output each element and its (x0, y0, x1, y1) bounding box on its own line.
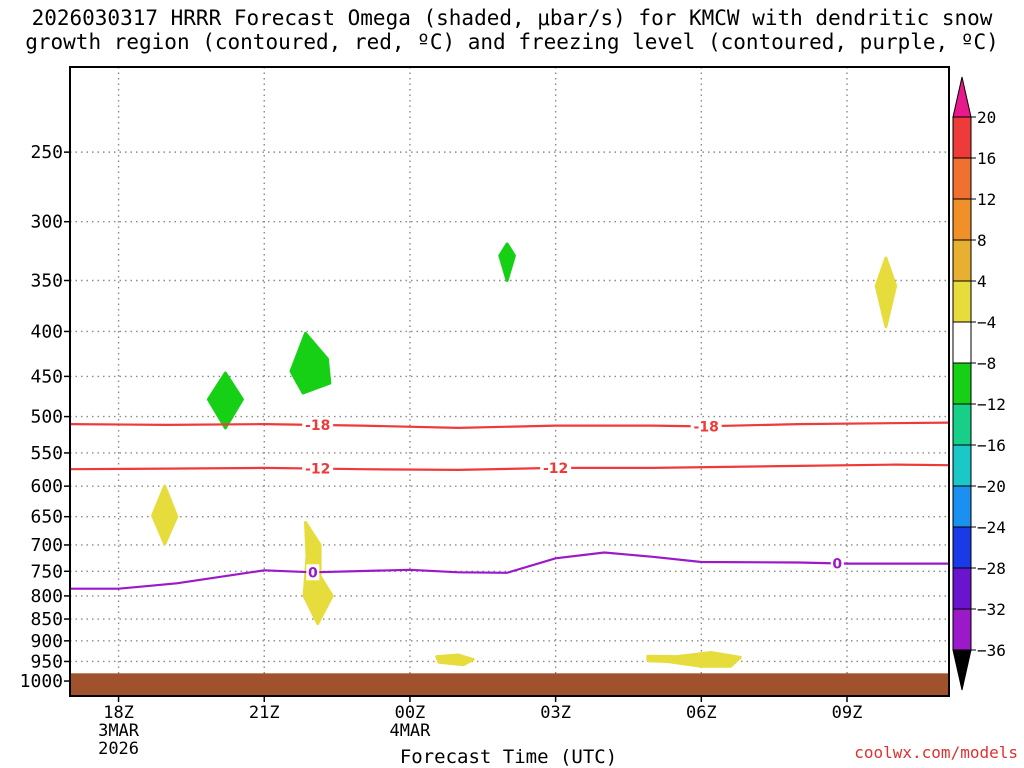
contour-label-bg (302, 460, 334, 477)
colorbar-label: 20 (977, 108, 996, 127)
colorbar-top-arrow (952, 76, 972, 118)
colorbar-segment (952, 526, 972, 569)
y-tick-label: 700 (30, 535, 63, 556)
colorbar-label: −32 (977, 600, 1006, 619)
colorbar-segment (952, 280, 972, 323)
contour-label: -18 (305, 418, 330, 434)
colorbar-label: −16 (977, 436, 1006, 455)
colorbar-segment (952, 608, 972, 651)
omega-area (435, 653, 475, 667)
colorbar-label: 4 (977, 272, 987, 291)
x-tick-label: 18Z (103, 703, 134, 723)
colorbar-segment (952, 239, 972, 282)
contour-line--12 (69, 463, 950, 472)
x-axis-label: Forecast Time (UTC) (400, 746, 617, 768)
y-tick-label: 250 (30, 142, 63, 163)
contour-label-bg (690, 418, 722, 435)
colorbar-segment (952, 198, 972, 241)
y-tick-label: 600 (30, 476, 63, 497)
contour-label-bg (302, 416, 334, 433)
omega-area (151, 484, 179, 546)
colorbar-label: −4 (977, 313, 996, 332)
contour-label-bg (306, 564, 320, 581)
contour-label: 0 (308, 565, 318, 581)
colorbar-segment (952, 403, 972, 446)
contour-label-bg (540, 459, 572, 476)
colorbar-label: −12 (977, 395, 1006, 414)
temperature-contours: -18 -18 -12 -12 0 0 (69, 416, 950, 590)
colorbar-segment (952, 321, 972, 364)
contour-label: 0 (832, 556, 842, 572)
colorbar-segment (952, 362, 972, 405)
colorbar-label: −28 (977, 559, 1006, 578)
x-tick-label: 09Z (832, 703, 863, 723)
y-tick-label: 750 (30, 561, 63, 582)
omega-area (206, 371, 244, 430)
x-tick-label: 03Z (540, 703, 571, 723)
y-axis-ticks: 2503003504004505005506006507007508008509… (20, 142, 70, 692)
colorbar-segment (952, 157, 972, 200)
contour-label: -12 (543, 461, 568, 477)
y-tick-label: 650 (30, 507, 63, 528)
x-tick-label: 3MAR (98, 721, 140, 741)
omega-area (874, 256, 898, 329)
colorbar-segment (952, 444, 972, 487)
colorbar-segment (952, 485, 972, 528)
ground-layer (70, 673, 949, 696)
y-tick-label: 900 (30, 631, 63, 652)
x-tick-label: 21Z (249, 703, 280, 723)
contour-line-0 (70, 551, 949, 590)
y-tick-label: 800 (30, 586, 63, 607)
colorbar-label: 8 (977, 231, 987, 250)
title-line-2: growth region (contoured, red, ºC) and f… (25, 30, 999, 54)
y-tick-label: 550 (30, 443, 63, 464)
y-tick-label: 500 (30, 407, 63, 428)
omega-area (646, 651, 742, 668)
colorbar-label: 16 (977, 149, 996, 168)
y-tick-label: 950 (30, 651, 63, 672)
omega-shaded-areas (151, 242, 898, 668)
omega-area (498, 242, 516, 282)
x-tick-label: 06Z (686, 703, 717, 723)
y-tick-label: 850 (30, 609, 63, 630)
omega-area (289, 331, 332, 395)
colorbar-segment (952, 567, 972, 610)
y-tick-label: 300 (30, 212, 63, 233)
y-tick-label: 350 (30, 271, 63, 292)
y-tick-label: 450 (30, 366, 63, 387)
colorbar-bottom-arrow (952, 649, 972, 691)
y-tick-label: 1000 (20, 671, 63, 692)
colorbar-label: −36 (977, 641, 1006, 660)
contour-label-bg (830, 555, 844, 572)
colorbar: 20 16 12 8 4 −4 −8 −12 −16 −20 −24 −28 −32 −36 (952, 76, 1006, 691)
contour-label: -12 (305, 462, 330, 478)
ground-fill (70, 673, 949, 696)
contour-line--18 (69, 421, 950, 430)
colorbar-segment (952, 116, 972, 159)
colorbar-label: 12 (977, 190, 996, 209)
contour-label: -18 (694, 419, 719, 435)
colorbar-label: −8 (977, 354, 996, 373)
colorbar-label: −24 (977, 518, 1006, 537)
x-tick-label: 4MAR (389, 721, 431, 741)
site-credit: coolwx.com/models (854, 743, 1018, 762)
chart-title: 2026030317 HRRR Forecast Omega (shaded, … (0, 6, 1024, 54)
grid-lines (70, 67, 949, 696)
x-tick-label: 00Z (395, 703, 426, 723)
x-tick-label: 2026 (98, 739, 139, 759)
title-line-1: 2026030317 HRRR Forecast Omega (shaded, … (31, 6, 993, 30)
colorbar-label: −20 (977, 477, 1006, 496)
y-tick-label: 400 (30, 321, 63, 342)
plot-frame (69, 66, 950, 697)
